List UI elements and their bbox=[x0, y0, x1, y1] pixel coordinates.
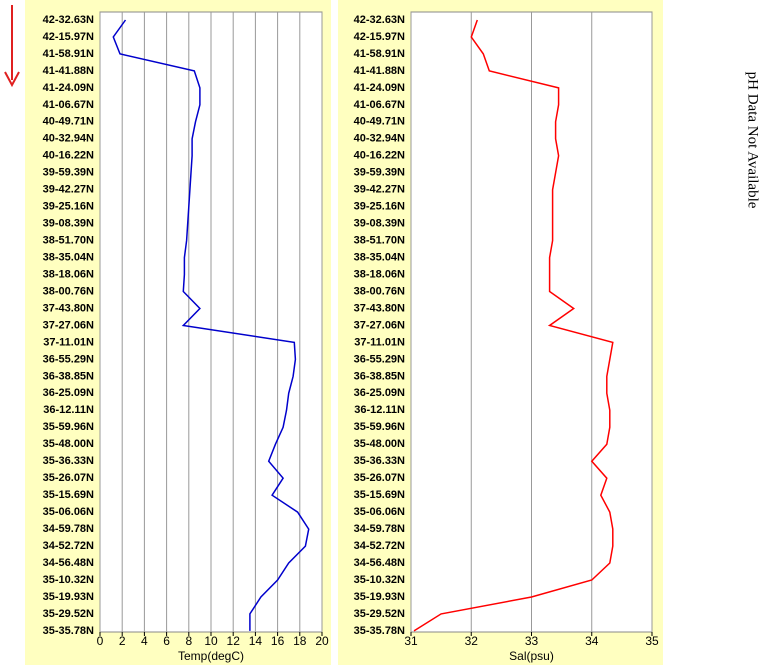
y-tick-label: 36-38.85N bbox=[354, 370, 405, 382]
y-tick-label: 35-29.52N bbox=[43, 608, 94, 620]
y-tick-label: 40-49.71N bbox=[354, 116, 405, 128]
y-tick-label: 38-51.70N bbox=[354, 235, 405, 247]
y-tick-label: 42-32.63N bbox=[43, 14, 94, 26]
data-line bbox=[413, 19, 614, 632]
y-tick-label: 35-59.96N bbox=[43, 421, 94, 433]
y-tick-label: 40-16.22N bbox=[354, 150, 405, 162]
y-tick-label: 35-15.69N bbox=[354, 489, 405, 501]
x-axis-label: Sal(psu) bbox=[509, 649, 554, 663]
y-tick-label: 39-25.16N bbox=[43, 201, 94, 213]
y-tick-label: 37-43.80N bbox=[43, 302, 94, 314]
y-tick-label: 36-25.09N bbox=[43, 387, 94, 399]
x-tick-label: 20 bbox=[315, 634, 329, 648]
y-tick-label: 37-27.06N bbox=[43, 319, 94, 331]
x-tick-label: 14 bbox=[249, 634, 263, 648]
y-tick-label: 34-59.78N bbox=[354, 523, 405, 535]
x-tick-label: 8 bbox=[185, 634, 192, 648]
x-tick-label: 12 bbox=[227, 634, 241, 648]
x-tick-label: 16 bbox=[271, 634, 285, 648]
y-tick-label: 34-56.48N bbox=[354, 557, 405, 569]
y-tick-label: 39-59.39N bbox=[43, 167, 94, 179]
y-tick-label: 41-24.09N bbox=[354, 82, 405, 94]
y-tick-label: 40-49.71N bbox=[43, 116, 94, 128]
x-tick-label: 10 bbox=[204, 634, 218, 648]
y-tick-label: 38-18.06N bbox=[354, 268, 405, 280]
y-tick-label: 36-55.29N bbox=[43, 353, 94, 365]
y-tick-label: 39-59.39N bbox=[354, 167, 405, 179]
y-tick-label: 37-27.06N bbox=[354, 319, 405, 331]
x-tick-label: 35 bbox=[645, 634, 659, 648]
y-tick-label: 35-48.00N bbox=[354, 438, 405, 450]
y-tick-label: 37-11.01N bbox=[354, 336, 405, 348]
y-tick-label: 42-32.63N bbox=[354, 14, 405, 26]
x-tick-label: 2 bbox=[119, 634, 126, 648]
y-tick-label: 41-24.09N bbox=[43, 82, 94, 94]
y-tick-label: 35-15.69N bbox=[43, 489, 94, 501]
y-tick-label: 37-43.80N bbox=[354, 302, 405, 314]
data-line bbox=[112, 19, 310, 631]
y-tick-label: 38-51.70N bbox=[43, 235, 94, 247]
y-tick-label: 35-26.07N bbox=[354, 472, 405, 484]
y-tick-label: 40-32.94N bbox=[43, 133, 94, 145]
y-tick-label: 41-58.91N bbox=[43, 48, 94, 60]
x-tick-label: 33 bbox=[525, 634, 539, 648]
y-tick-label: 35-10.32N bbox=[354, 574, 405, 586]
y-tick-label: 42-15.97N bbox=[43, 31, 94, 43]
y-tick-label: 38-18.06N bbox=[43, 268, 94, 280]
y-tick-label: 35-26.07N bbox=[43, 472, 94, 484]
y-tick-label: 36-25.09N bbox=[354, 387, 405, 399]
x-tick-label: 34 bbox=[585, 634, 599, 648]
y-tick-label: 35-59.96N bbox=[354, 421, 405, 433]
y-tick-label: 35-29.52N bbox=[354, 608, 405, 620]
y-tick-label: 35-19.93N bbox=[354, 591, 405, 603]
y-tick-label: 34-52.72N bbox=[43, 540, 94, 552]
x-tick-label: 32 bbox=[465, 634, 479, 648]
y-tick-label: 35-06.06N bbox=[354, 506, 405, 518]
y-tick-label: 38-35.04N bbox=[43, 251, 94, 263]
y-tick-label: 34-59.78N bbox=[43, 523, 94, 535]
y-tick-label: 35-36.33N bbox=[43, 455, 94, 467]
x-tick-label: 31 bbox=[404, 634, 418, 648]
y-tick-label: 41-41.88N bbox=[354, 65, 405, 77]
y-tick-label: 39-42.27N bbox=[354, 184, 405, 196]
y-tick-label: 35-35.78N bbox=[43, 625, 94, 637]
x-axis-label: Temp(degC) bbox=[178, 649, 244, 663]
y-tick-label: 35-36.33N bbox=[354, 455, 405, 467]
y-tick-label: 35-48.00N bbox=[43, 438, 94, 450]
y-tick-label: 36-12.11N bbox=[354, 404, 405, 416]
y-tick-label: 36-12.11N bbox=[43, 404, 94, 416]
y-tick-label: 40-32.94N bbox=[354, 133, 405, 145]
y-tick-label: 39-08.39N bbox=[43, 218, 94, 230]
y-tick-label: 34-52.72N bbox=[354, 540, 405, 552]
y-tick-label: 38-00.76N bbox=[354, 285, 405, 297]
y-tick-label: 36-38.85N bbox=[43, 370, 94, 382]
x-tick-label: 4 bbox=[141, 634, 148, 648]
y-tick-label: 41-58.91N bbox=[354, 48, 405, 60]
y-tick-label: 38-00.76N bbox=[43, 285, 94, 297]
y-tick-label: 39-25.16N bbox=[354, 201, 405, 213]
y-tick-label: 40-16.22N bbox=[43, 150, 94, 162]
y-tick-label: 39-08.39N bbox=[354, 218, 405, 230]
y-tick-label: 35-06.06N bbox=[43, 506, 94, 518]
x-tick-label: 0 bbox=[97, 634, 104, 648]
y-tick-label: 38-35.04N bbox=[354, 251, 405, 263]
y-tick-label: 35-10.32N bbox=[43, 574, 94, 586]
arrow-head bbox=[4, 71, 20, 88]
y-tick-label: 36-55.29N bbox=[354, 353, 405, 365]
y-tick-label: 41-41.88N bbox=[43, 65, 94, 77]
y-tick-label: 41-06.67N bbox=[43, 99, 94, 111]
y-tick-label: 41-06.67N bbox=[354, 99, 405, 111]
x-tick-label: 18 bbox=[293, 634, 307, 648]
y-tick-label: 42-15.97N bbox=[354, 31, 405, 43]
y-tick-label: 37-11.01N bbox=[43, 336, 94, 348]
y-tick-label: 35-19.93N bbox=[43, 591, 94, 603]
y-tick-label: 39-42.27N bbox=[43, 184, 94, 196]
side-note: pH Data Not Available bbox=[745, 72, 761, 209]
y-tick-label: 35-35.78N bbox=[354, 625, 405, 637]
y-tick-label: 34-56.48N bbox=[43, 557, 94, 569]
x-tick-label: 6 bbox=[163, 634, 170, 648]
